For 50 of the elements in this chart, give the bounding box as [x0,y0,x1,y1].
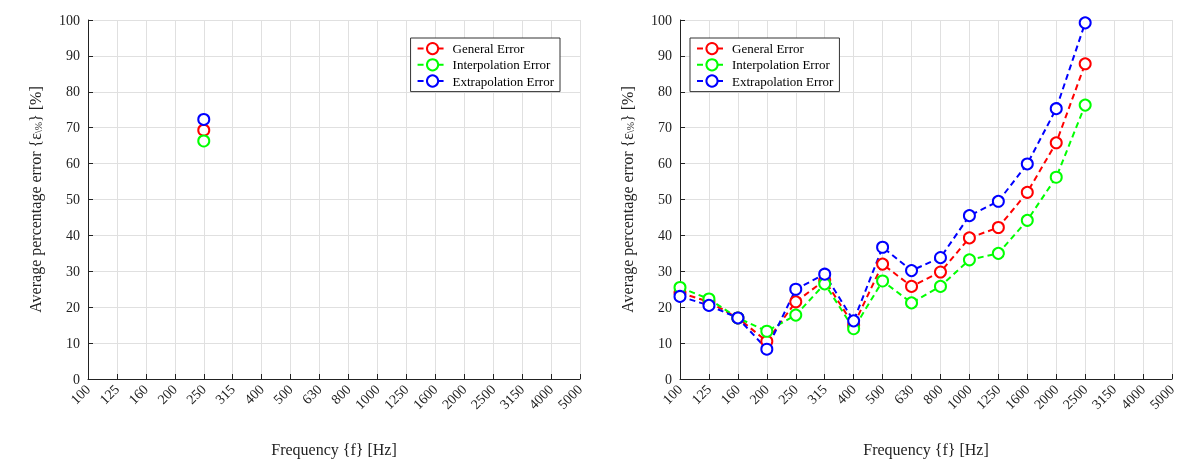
legend-label: Extrapolation Error [732,73,835,89]
x-tick-label: 160 [125,381,152,408]
x-tick-label: 400 [241,381,267,408]
legend-label: Interpolation Error [452,57,552,73]
x-tick-label: 250 [183,381,210,408]
x-tick-label: 500 [862,381,888,408]
legend-label: General Error [452,41,526,57]
x-tick-label: 315 [212,381,239,408]
y-tick-label: 70 [66,120,80,136]
legend-label: Interpolation Error [732,57,831,73]
y-tick-label: 10 [66,335,80,351]
legend-label: General Error [732,41,805,57]
y-axis-title: Average percentage error {ε\%} [%] [26,86,45,313]
x-tick-label: 125 [96,381,123,408]
y-tick-label: 90 [658,48,672,64]
y-tick-label: 20 [66,299,80,315]
x-axis-title: Frequency {f} [Hz] [863,440,989,459]
legend-label: Extrapolation Error [452,73,555,89]
x-tick-label: 125 [688,381,715,408]
y-tick-label: 30 [658,263,672,279]
x-tick-label: 200 [746,381,773,408]
x-tick-label: 400 [833,381,859,408]
x-tick-label: 160 [717,381,744,408]
x-tick-label: 200 [154,381,181,408]
y-tick-label: 10 [658,335,672,351]
y-tick-label: 70 [658,120,672,136]
y-tick-label: 20 [658,299,672,315]
y-tick-label: 80 [66,84,80,100]
x-tick-label: 800 [328,381,354,408]
y-tick-label: 90 [66,48,80,64]
y-tick-label: 30 [66,263,80,279]
x-tick-label: 250 [775,381,802,408]
y-tick-label: 100 [59,12,80,28]
y-tick-label: 0 [73,371,80,387]
y-tick-label: 40 [66,227,80,243]
y-tick-label: 50 [66,192,80,207]
y-tick-label: 100 [651,12,672,28]
y-tick-label: 60 [658,156,672,172]
y-tick-label: 40 [658,227,672,243]
x-tick-label: 500 [270,381,296,408]
x-tick-label: 800 [920,381,946,408]
x-tick-label: 630 [891,381,917,408]
y-tick-label: 50 [658,192,672,207]
y-tick-label: 0 [665,371,672,387]
x-axis-title: Frequency {f} [Hz] [271,440,397,459]
y-axis-title: Average percentage error {ε\%} [%] [618,86,637,313]
x-tick-label: 630 [299,381,325,408]
y-tick-label: 80 [658,84,672,100]
x-tick-label: 315 [804,381,831,408]
y-tick-label: 60 [66,156,80,172]
